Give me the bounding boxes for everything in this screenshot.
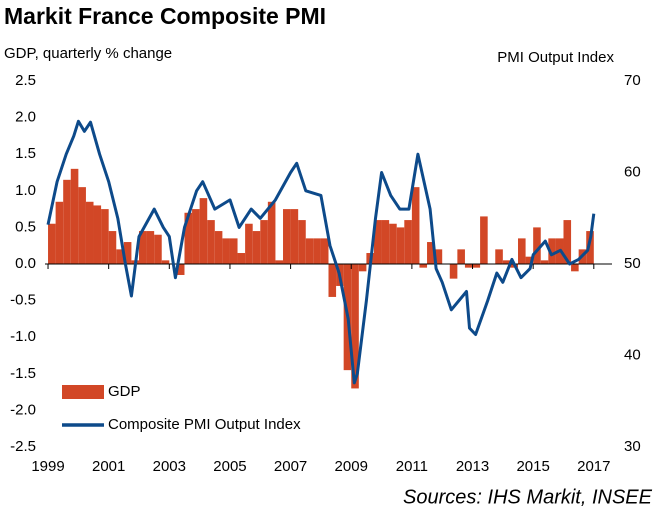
y-tick-label: 1.5 — [15, 145, 36, 162]
bar — [449, 264, 458, 279]
bar — [222, 238, 230, 264]
bar — [525, 256, 534, 264]
y-tick-label: -0.5 — [10, 292, 36, 309]
bar — [93, 205, 102, 264]
bar — [480, 216, 488, 264]
bar — [373, 220, 382, 264]
bar — [389, 223, 397, 264]
bar — [252, 231, 261, 264]
y-tick-label: -2.0 — [10, 401, 36, 418]
x-tick-label: 2013 — [456, 458, 489, 475]
bar — [298, 220, 306, 264]
bar — [419, 264, 428, 268]
y-tick-label: 2.0 — [15, 109, 36, 126]
bar — [146, 231, 155, 264]
legend-label: Composite PMI Output Index — [108, 416, 301, 433]
bar — [351, 264, 359, 389]
bar — [207, 220, 215, 264]
bar — [427, 242, 435, 264]
bar — [457, 249, 465, 264]
bar — [176, 264, 185, 275]
y-tick-label: 0.0 — [15, 255, 36, 272]
bar — [245, 223, 253, 264]
bar — [161, 260, 170, 264]
x-tick-label: 2009 — [335, 458, 368, 475]
bar — [108, 231, 117, 264]
bar — [85, 201, 94, 264]
y-tick-label: 2.5 — [15, 72, 36, 89]
x-tick-label: 2007 — [274, 458, 307, 475]
x-tick-label: 1999 — [31, 458, 64, 475]
bar — [434, 249, 443, 264]
y2-tick-label: 70 — [624, 72, 641, 89]
y2-tick-label: 50 — [624, 255, 641, 272]
y-tick-label: 1.0 — [15, 182, 36, 199]
chart-title: Markit France Composite PMI — [4, 3, 326, 29]
bar — [518, 238, 526, 264]
x-tick-label: 2017 — [577, 458, 610, 475]
bar — [199, 198, 208, 264]
bar — [101, 209, 109, 264]
bar — [154, 234, 162, 264]
bar — [396, 227, 405, 264]
bar — [123, 242, 132, 264]
bar — [305, 238, 314, 264]
bar — [138, 231, 147, 264]
bar — [472, 264, 481, 268]
bar — [229, 238, 238, 264]
bar — [328, 264, 337, 297]
x-tick-label: 2011 — [396, 458, 428, 475]
y-tick-label: -1.5 — [10, 365, 36, 382]
bar — [267, 201, 276, 264]
x-tick-label: 2003 — [153, 458, 186, 475]
y-tick-label: -1.0 — [10, 328, 36, 345]
bar — [260, 220, 268, 264]
y2-axis-title: PMI Output Index — [497, 49, 614, 66]
bar — [184, 212, 193, 264]
x-tick-label: 2001 — [92, 458, 125, 475]
bar — [116, 249, 124, 264]
y-axis-title: GDP, quarterly % change — [4, 45, 172, 62]
y-tick-label: 0.5 — [15, 218, 36, 235]
bar — [571, 264, 579, 272]
bar — [464, 264, 473, 268]
y2-tick-label: 30 — [624, 438, 641, 455]
bar — [237, 253, 246, 264]
bar — [55, 201, 64, 264]
legend-swatch — [62, 385, 104, 399]
bar — [495, 249, 503, 264]
x-tick-label: 2015 — [516, 458, 549, 475]
y2-tick-label: 60 — [624, 163, 641, 180]
x-tick-label: 2005 — [213, 458, 246, 475]
bar — [533, 227, 541, 264]
bar — [275, 260, 284, 264]
y2-tick-label: 40 — [624, 346, 641, 363]
bar — [70, 168, 79, 264]
bar — [358, 264, 367, 272]
bar — [540, 260, 549, 264]
bar — [563, 220, 572, 264]
legend-label: GDP — [108, 383, 141, 400]
bar — [404, 220, 412, 264]
bar — [63, 179, 71, 264]
bar — [214, 231, 223, 264]
bar — [320, 238, 329, 264]
bar — [586, 231, 594, 264]
bar — [381, 220, 390, 264]
bar — [283, 209, 291, 264]
pmi-line — [46, 119, 596, 385]
bar — [411, 187, 420, 264]
bar — [78, 187, 86, 264]
bar — [48, 223, 56, 264]
y-tick-label: -2.5 — [10, 438, 36, 455]
bar — [313, 238, 321, 264]
bar — [192, 209, 200, 264]
bar — [290, 209, 299, 264]
source: Sources: IHS Markit, INSEE — [403, 486, 653, 508]
bar — [502, 260, 511, 264]
bar — [548, 238, 556, 264]
